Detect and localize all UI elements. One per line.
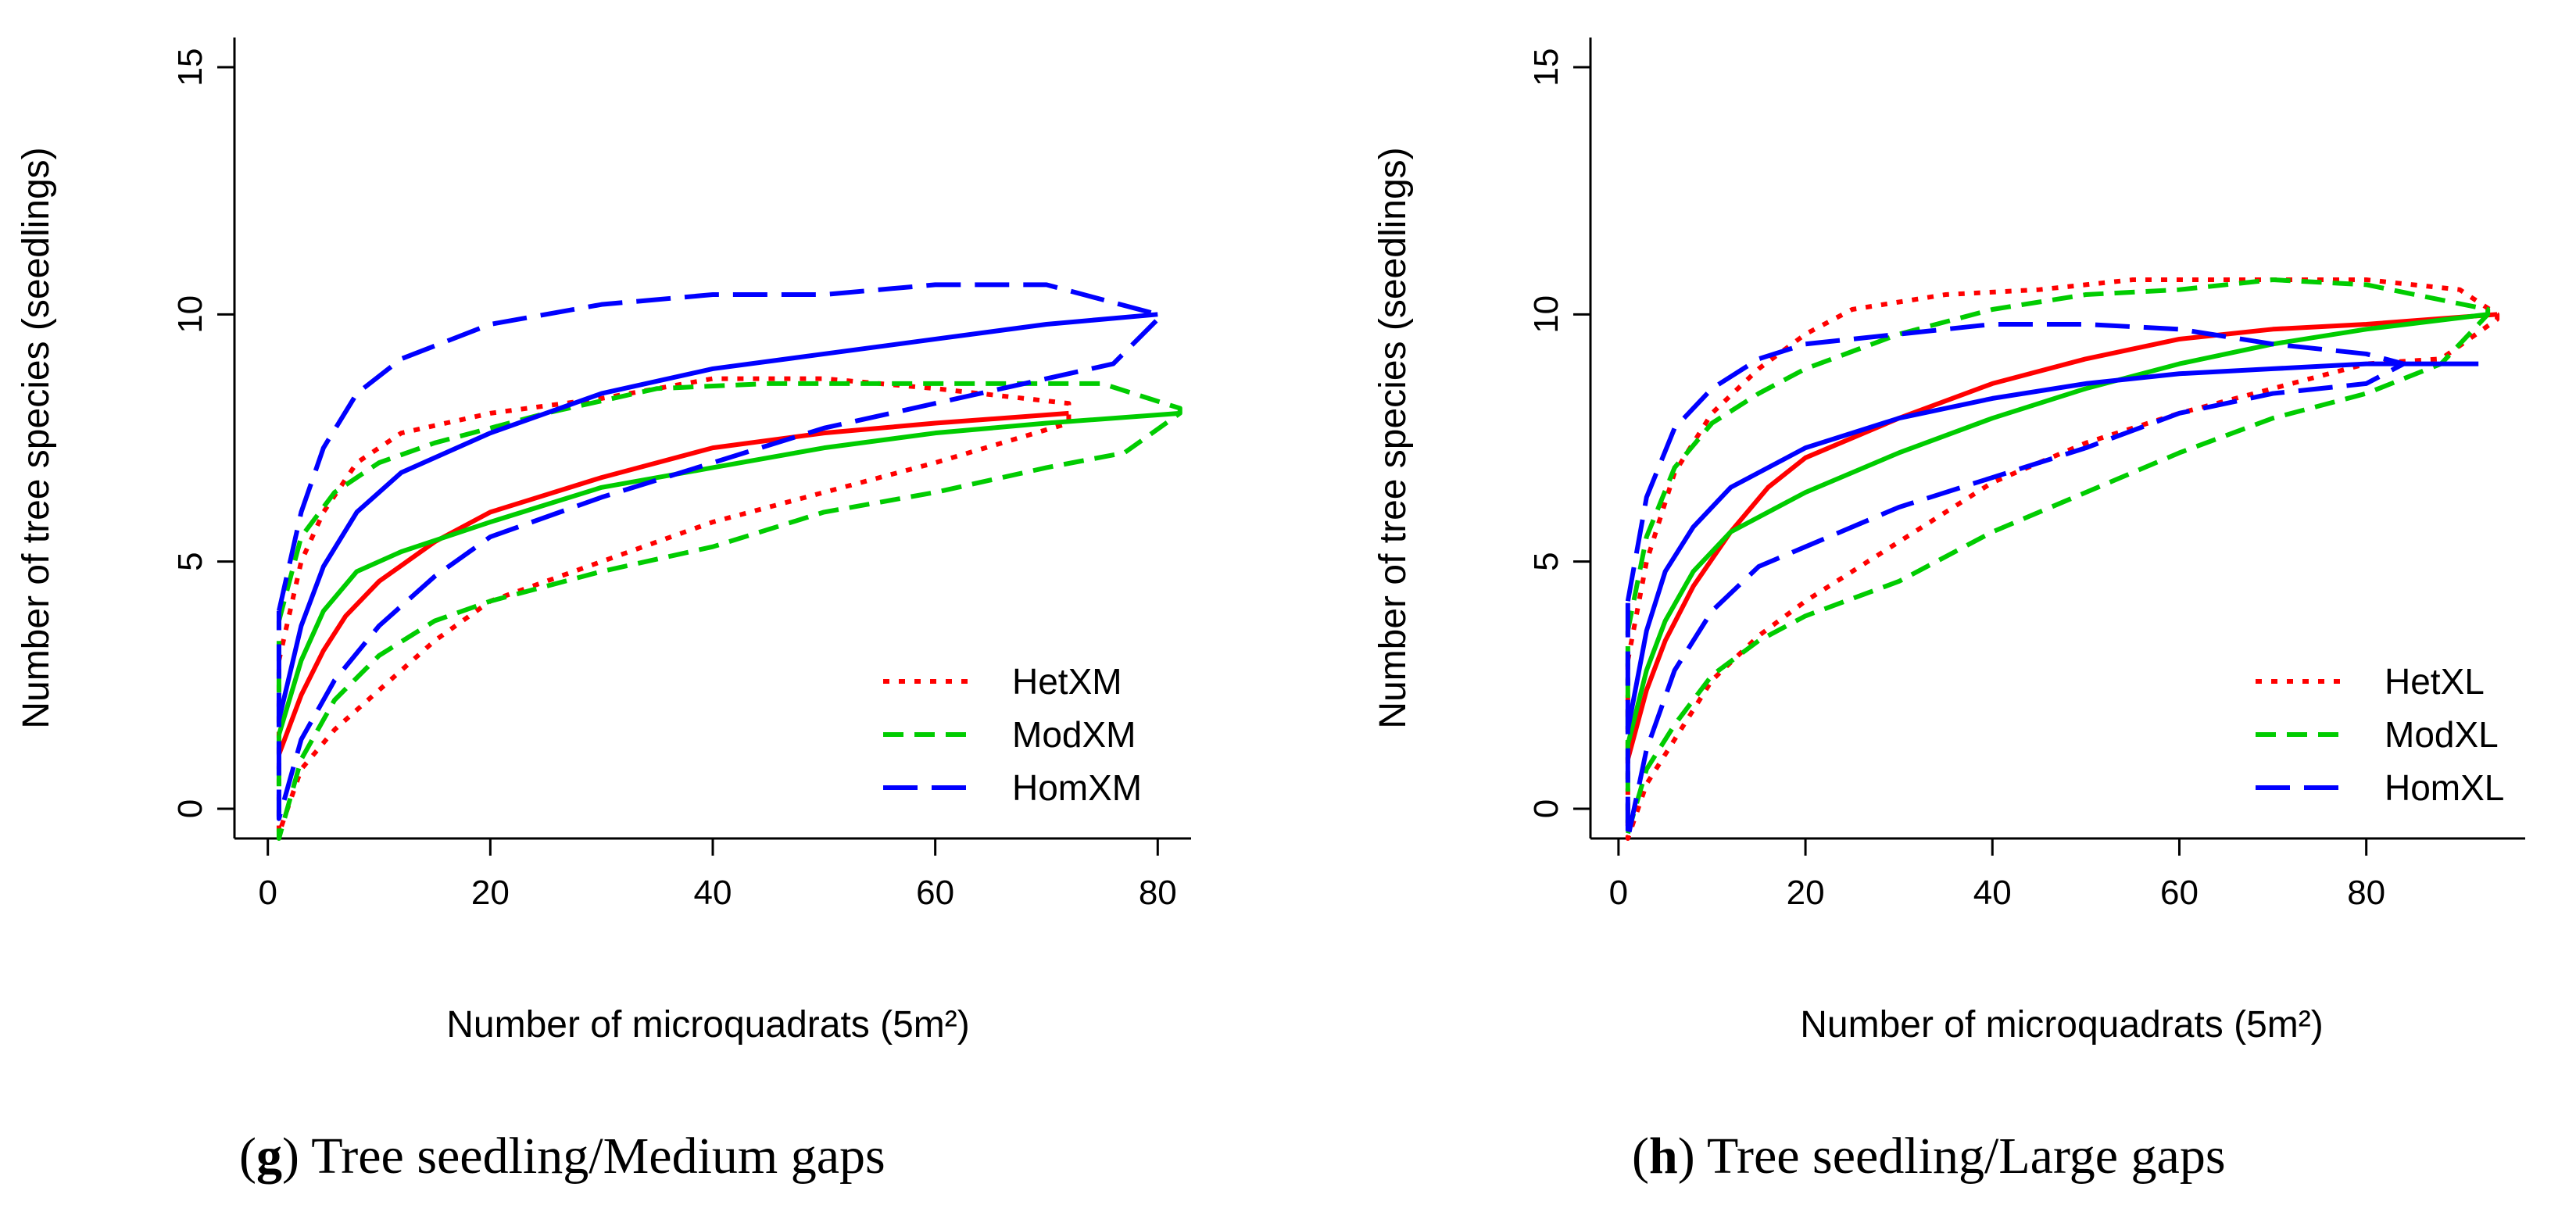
series-ModXM	[276, 381, 1182, 841]
x-tick-label: 80	[1139, 874, 1177, 912]
series-HetXL	[1625, 277, 2500, 841]
chart-panel-g: 0 5 10 15 0 20 40 60 80 Number of microquadrats (…	[16, 38, 1191, 1185]
y-tick-label: 0	[1527, 799, 1565, 818]
mean-line-HomXL	[1625, 361, 2479, 731]
series-HetXM	[276, 376, 1072, 836]
legend-label: HomXM	[1012, 767, 1142, 808]
y-tick-label: 15	[1527, 48, 1565, 86]
x-tick-label: 20	[1787, 874, 1825, 912]
mean-line-ModXM	[277, 410, 1180, 735]
series-HomXM	[276, 282, 1161, 821]
x-axis-title: Number of microquadrats (5m²)	[1800, 1004, 2324, 1046]
caption-open-paren: (	[1632, 1128, 1649, 1185]
legend-label: HomXL	[2385, 767, 2504, 808]
x-tick-label: 40	[694, 874, 732, 912]
x-tick-label: 0	[1609, 874, 1628, 912]
y-axis-title: Number of tree species (seedlings)	[1372, 147, 1414, 728]
panel-caption: (g) Tree seedling/Medium gaps	[239, 1128, 886, 1185]
panel-caption: (h) Tree seedling/Large gaps	[1632, 1128, 2226, 1185]
legend-label: ModXM	[1012, 714, 1136, 755]
x-tick-label: 80	[2347, 874, 2385, 912]
x-axis-title: Number of microquadrats (5m²)	[446, 1004, 970, 1046]
confidence-envelope-HetXM	[276, 376, 1072, 836]
caption-letter: h	[1649, 1128, 1678, 1185]
y-axis-title: Number of tree species (seedlings)	[16, 147, 57, 728]
y-tick-label: 5	[1527, 552, 1565, 570]
mean-line-HomXM	[277, 312, 1158, 720]
mean-line-HetXM	[277, 410, 1069, 756]
caption-text: ) Tree seedling/Large gaps	[1678, 1128, 2226, 1185]
confidence-envelope-ModXL	[1625, 277, 2491, 836]
y-tick-label: 10	[171, 295, 209, 334]
mean-line-ModXL	[1625, 312, 2488, 745]
legend-label: ModXL	[2385, 714, 2499, 755]
series-HomXL	[1625, 321, 2479, 841]
x-tick-label: 60	[2160, 874, 2199, 912]
legend: HetXL ModXL HomXL	[2256, 661, 2504, 808]
caption-open-paren: (	[239, 1128, 256, 1185]
caption-letter: g	[256, 1128, 282, 1185]
mean-line-HetXL	[1625, 312, 2498, 760]
x-tick-label: 20	[471, 874, 510, 912]
confidence-envelope-HomXM	[276, 282, 1161, 821]
legend: HetXM ModXM HomXM	[883, 661, 1142, 808]
y-tick-label: 15	[171, 48, 209, 86]
confidence-envelope-HetXL	[1625, 277, 2500, 841]
x-tick-label: 40	[1973, 874, 2012, 912]
x-tick-label: 60	[916, 874, 954, 912]
y-tick-label: 0	[171, 799, 209, 818]
confidence-envelope-HomXL	[1625, 321, 2406, 841]
y-tick-label: 10	[1527, 295, 1565, 334]
legend-label: HetXL	[2385, 661, 2485, 702]
chart-panel-h: 0 5 10 15 0 20 40 60 80 Number of microquadrats (…	[1372, 38, 2525, 1185]
y-tick-label: 5	[171, 552, 209, 570]
caption-text: ) Tree seedling/Medium gaps	[282, 1128, 886, 1185]
x-tick-label: 0	[258, 874, 277, 912]
legend-label: HetXM	[1012, 661, 1122, 702]
confidence-envelope-ModXM	[276, 381, 1182, 841]
